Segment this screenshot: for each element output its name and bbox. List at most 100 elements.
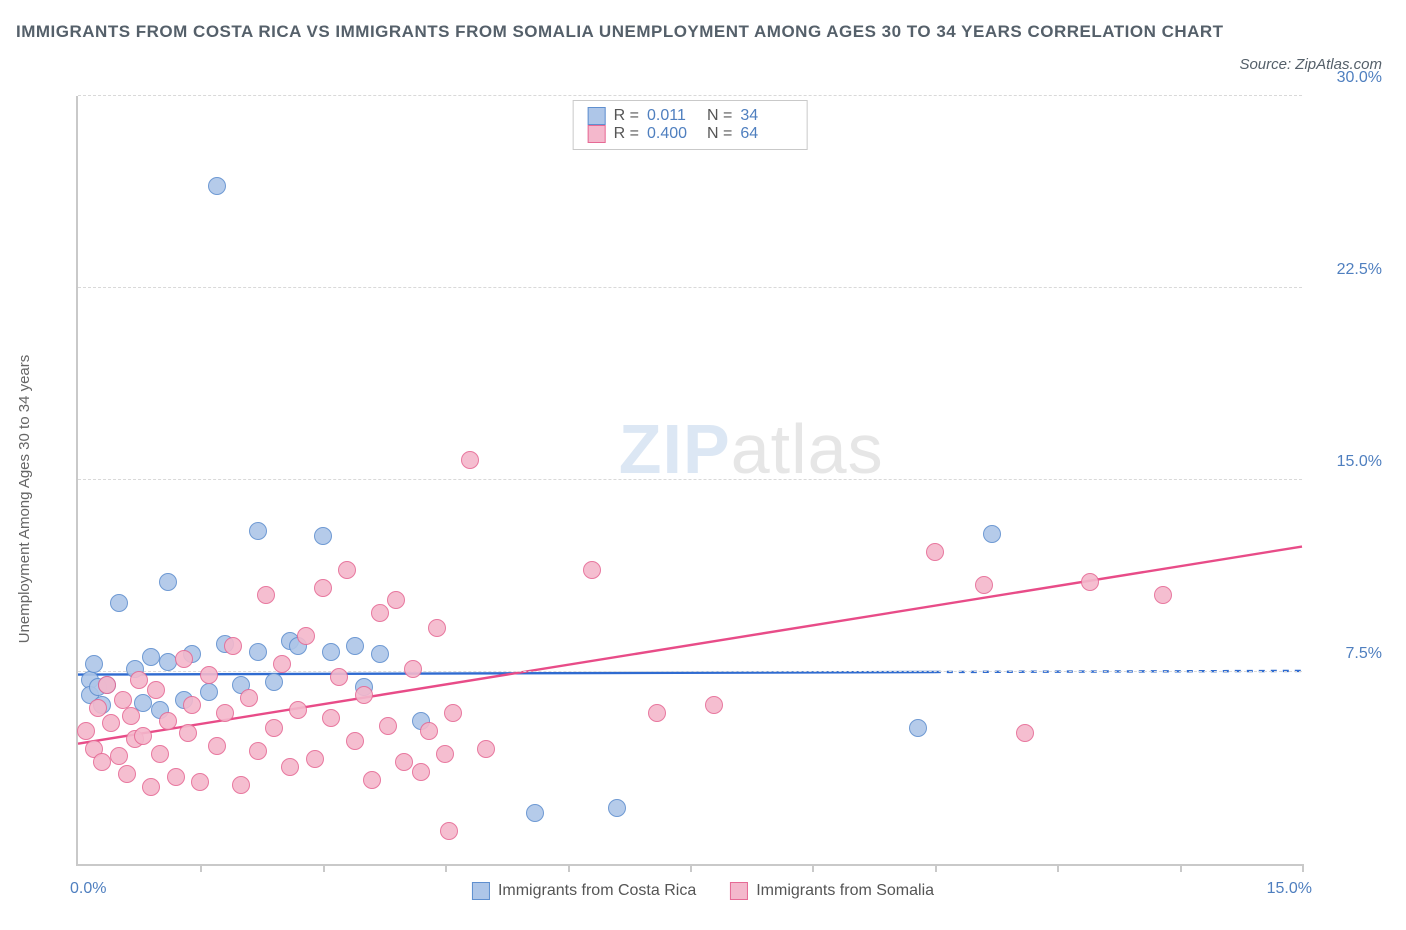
- data-point-somalia: [297, 627, 315, 645]
- data-point-costa_rica: [314, 527, 332, 545]
- data-point-costa_rica: [371, 645, 389, 663]
- y-tick-label: 7.5%: [1310, 645, 1382, 663]
- data-point-somalia: [257, 586, 275, 604]
- data-point-costa_rica: [346, 637, 364, 655]
- data-point-somalia: [440, 822, 458, 840]
- chart-title: IMMIGRANTS FROM COSTA RICA VS IMMIGRANTS…: [16, 18, 1246, 45]
- data-point-somalia: [134, 727, 152, 745]
- data-point-somalia: [232, 776, 250, 794]
- data-point-somalia: [216, 704, 234, 722]
- data-point-somalia: [281, 758, 299, 776]
- data-point-somalia: [289, 701, 307, 719]
- data-point-somalia: [191, 773, 209, 791]
- y-tick-label: 22.5%: [1310, 261, 1382, 279]
- data-point-somalia: [110, 747, 128, 765]
- x-tick: [812, 864, 814, 872]
- x-tick: [568, 864, 570, 872]
- data-point-costa_rica: [526, 804, 544, 822]
- series-label-somalia: Immigrants from Somalia: [756, 882, 934, 900]
- data-point-somalia: [273, 655, 291, 673]
- data-point-somalia: [200, 666, 218, 684]
- data-point-costa_rica: [983, 525, 1001, 543]
- data-point-somalia: [338, 561, 356, 579]
- x-axis-origin-label: 0.0%: [70, 880, 106, 898]
- data-point-somalia: [306, 750, 324, 768]
- data-point-somalia: [224, 637, 242, 655]
- data-point-somalia: [387, 591, 405, 609]
- data-point-somalia: [208, 737, 226, 755]
- x-tick: [1180, 864, 1182, 872]
- data-point-somalia: [705, 696, 723, 714]
- data-point-somalia: [412, 763, 430, 781]
- x-tick: [690, 864, 692, 872]
- data-point-costa_rica: [265, 673, 283, 691]
- data-point-costa_rica: [85, 655, 103, 673]
- data-point-somalia: [93, 753, 111, 771]
- data-point-somalia: [346, 732, 364, 750]
- data-point-somalia: [1081, 573, 1099, 591]
- data-point-somalia: [240, 689, 258, 707]
- x-tick: [200, 864, 202, 872]
- x-tick: [935, 864, 937, 872]
- data-point-costa_rica: [110, 594, 128, 612]
- data-point-somalia: [159, 712, 177, 730]
- data-point-somalia: [322, 709, 340, 727]
- series-label-costa-rica: Immigrants from Costa Rica: [498, 882, 696, 900]
- data-point-costa_rica: [608, 799, 626, 817]
- data-point-somalia: [265, 719, 283, 737]
- x-axis-max-label: 15.0%: [1267, 880, 1312, 898]
- data-point-somalia: [175, 650, 193, 668]
- data-point-somalia: [98, 676, 116, 694]
- data-point-somalia: [371, 604, 389, 622]
- data-point-somalia: [183, 696, 201, 714]
- data-point-somalia: [147, 681, 165, 699]
- legend-series: Immigrants from Costa Rica Immigrants fr…: [472, 882, 934, 900]
- data-point-somalia: [118, 765, 136, 783]
- data-point-somalia: [379, 717, 397, 735]
- data-point-costa_rica: [249, 522, 267, 540]
- data-point-somalia: [89, 699, 107, 717]
- data-point-somalia: [314, 579, 332, 597]
- data-point-somalia: [355, 686, 373, 704]
- data-point-somalia: [363, 771, 381, 789]
- gridline: [78, 671, 1302, 672]
- data-point-somalia: [122, 707, 140, 725]
- data-point-somalia: [436, 745, 454, 763]
- y-tick-label: 15.0%: [1310, 453, 1382, 471]
- x-tick: [1302, 864, 1304, 872]
- gridline: [78, 287, 1302, 288]
- data-point-somalia: [461, 451, 479, 469]
- data-point-somalia: [330, 668, 348, 686]
- data-point-somalia: [444, 704, 462, 722]
- data-point-costa_rica: [249, 643, 267, 661]
- data-point-costa_rica: [909, 719, 927, 737]
- data-point-somalia: [1016, 724, 1034, 742]
- data-point-costa_rica: [200, 683, 218, 701]
- data-point-somalia: [404, 660, 422, 678]
- data-point-somalia: [428, 619, 446, 637]
- data-point-somalia: [130, 671, 148, 689]
- x-tick: [1057, 864, 1059, 872]
- data-point-somalia: [420, 722, 438, 740]
- swatch-costa-rica: [472, 882, 490, 900]
- y-tick-label: 30.0%: [1310, 69, 1382, 87]
- chart-container: Unemployment Among Ages 30 to 34 years Z…: [16, 88, 1390, 910]
- data-point-somalia: [142, 778, 160, 796]
- data-point-costa_rica: [159, 653, 177, 671]
- data-point-somalia: [648, 704, 666, 722]
- legend-item-costa-rica: Immigrants from Costa Rica: [472, 882, 696, 900]
- swatch-somalia: [730, 882, 748, 900]
- plot-area: ZIPatlas R = 0.011 N = 34 R = 0.400 N = …: [76, 96, 1302, 866]
- x-tick: [445, 864, 447, 872]
- data-point-costa_rica: [322, 643, 340, 661]
- data-point-somalia: [583, 561, 601, 579]
- data-point-costa_rica: [142, 648, 160, 666]
- data-point-somalia: [151, 745, 169, 763]
- data-point-costa_rica: [208, 177, 226, 195]
- data-point-somalia: [477, 740, 495, 758]
- data-point-somalia: [926, 543, 944, 561]
- data-point-somalia: [1154, 586, 1172, 604]
- gridline: [78, 95, 1302, 96]
- data-point-somalia: [167, 768, 185, 786]
- legend-item-somalia: Immigrants from Somalia: [730, 882, 934, 900]
